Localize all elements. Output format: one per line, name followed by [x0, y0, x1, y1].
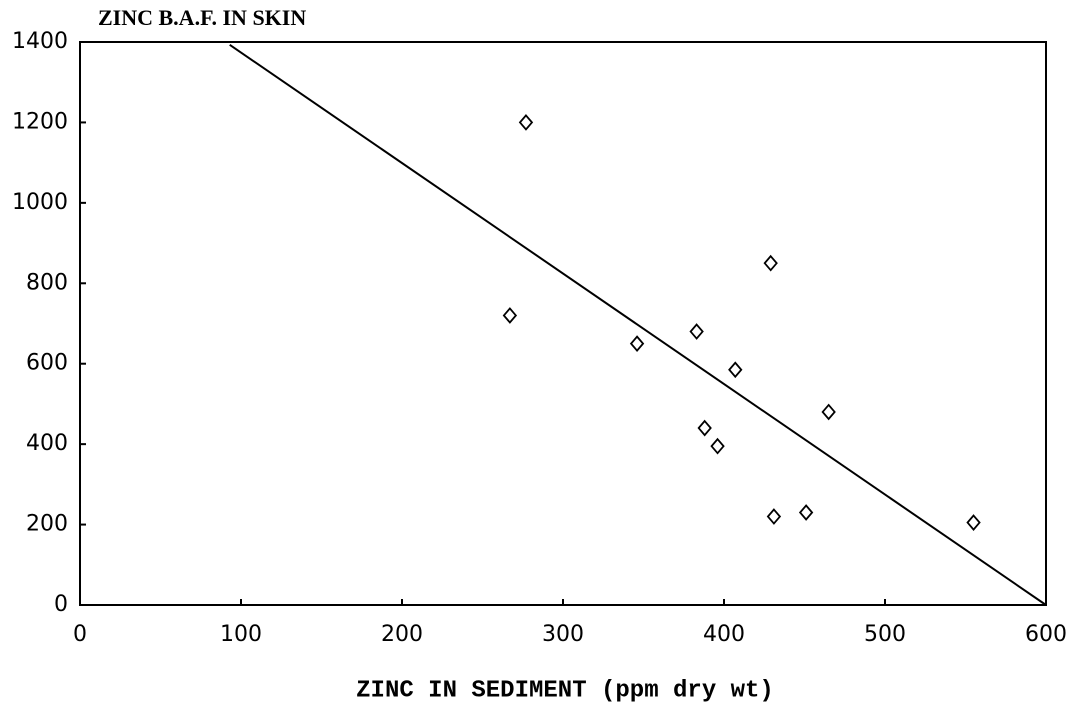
data-point	[629, 335, 645, 352]
x-tick-label: 500	[864, 622, 906, 647]
data-point	[821, 403, 836, 421]
data-point	[766, 508, 782, 525]
x-tick-label: 0	[73, 622, 87, 647]
x-tick-label: 300	[542, 622, 584, 647]
y-tick-label: 400	[26, 431, 68, 456]
chart-title: ZINC B.A.F. IN SKIN	[98, 5, 306, 30]
x-tick-label: 600	[1025, 622, 1067, 647]
y-tick-label: 0	[54, 592, 68, 617]
x-axis-label: ZINC IN SEDIMENT (ppm dry wt)	[356, 677, 774, 704]
plot-frame	[79, 41, 1047, 606]
data-point	[763, 254, 778, 272]
y-tick-label: 600	[26, 351, 68, 376]
y-tick-label: 200	[26, 512, 68, 537]
data-point	[798, 504, 814, 521]
data-point	[697, 419, 712, 437]
x-tick-label: 200	[381, 622, 423, 647]
y-tick-label: 1400	[12, 29, 68, 54]
y-tick-label: 800	[26, 270, 68, 295]
data-point	[689, 323, 704, 340]
data-point	[518, 114, 534, 131]
x-tick-label: 400	[703, 622, 745, 647]
data-point	[966, 514, 981, 531]
fit-line	[229, 43, 1047, 606]
data-point	[502, 307, 518, 324]
data-point	[728, 361, 743, 379]
y-tick-label: 1200	[12, 109, 68, 134]
x-tick-label: 100	[220, 622, 262, 647]
data-point	[710, 437, 725, 455]
y-tick-label: 1000	[12, 190, 68, 215]
